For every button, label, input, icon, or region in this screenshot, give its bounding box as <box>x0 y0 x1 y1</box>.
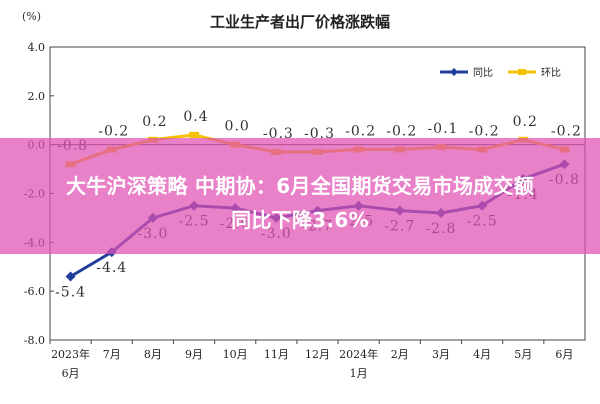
data-label-环比: -0.2 <box>551 124 582 140</box>
x-tick-label: 7月 <box>103 348 121 361</box>
data-label-环比: 0.0 <box>225 119 250 135</box>
y-tick-label: -6.0 <box>24 285 45 298</box>
data-label-环比: -0.3 <box>263 126 294 142</box>
x-tick-label: 12月 <box>305 348 330 361</box>
x-tick-label: 2023年 <box>51 347 90 361</box>
y-tick-label: -8.0 <box>24 334 45 347</box>
legend-marker-环比 <box>518 69 526 75</box>
headline-line-2: 同比下降3.6% <box>231 208 369 232</box>
legend-label-同比: 同比 <box>473 67 493 79</box>
data-point-同比 <box>65 271 76 282</box>
x-tick-label: 4月 <box>473 348 491 361</box>
data-label-环比: -0.3 <box>304 126 335 142</box>
data-label-环比: -0.2 <box>469 124 500 140</box>
x-tick-label: 10月 <box>223 348 248 361</box>
data-label-环比: 0.2 <box>513 114 538 130</box>
data-label-环比: -0.1 <box>427 121 458 137</box>
data-label-环比: -0.2 <box>386 124 417 140</box>
x-tick-label: 11月 <box>264 348 289 361</box>
data-label-环比: -0.2 <box>98 124 129 140</box>
data-point-环比 <box>189 131 200 138</box>
headline-line-1: 大牛沪深策略 中期协：6月全国期货交易市场成交额 <box>65 174 535 198</box>
y-tick-label: 4.0 <box>28 41 46 54</box>
x-tick-label: 5月 <box>514 348 532 361</box>
data-label-环比: 0.4 <box>183 109 208 125</box>
x-tick-label: 9月 <box>185 348 203 361</box>
x-tick-label: 6月 <box>555 348 573 361</box>
data-label-环比: -0.2 <box>345 124 376 140</box>
x-tick-label: 6月 <box>62 367 80 380</box>
y-tick-label: 2.0 <box>28 90 46 103</box>
x-tick-label: 3月 <box>432 348 450 361</box>
legend-marker-同比 <box>450 68 458 76</box>
data-label-同比: -5.4 <box>55 285 86 301</box>
x-tick-label: 2024年 <box>339 347 378 361</box>
y-axis-label: (%) <box>22 10 41 23</box>
headline-banner[interactable]: 大牛沪深策略 中期协：6月全国期货交易市场成交额 同比下降3.6% <box>0 138 600 254</box>
data-label-同比: -4.4 <box>96 260 127 276</box>
data-label-环比: 0.2 <box>142 114 167 130</box>
chart-title: 工业生产者出厂价格涨跌幅 <box>210 13 390 31</box>
x-tick-label: 2月 <box>391 348 409 361</box>
legend-label-环比: 环比 <box>541 67 561 79</box>
x-tick-label: 8月 <box>144 348 162 361</box>
x-tick-label: 1月 <box>350 367 368 380</box>
